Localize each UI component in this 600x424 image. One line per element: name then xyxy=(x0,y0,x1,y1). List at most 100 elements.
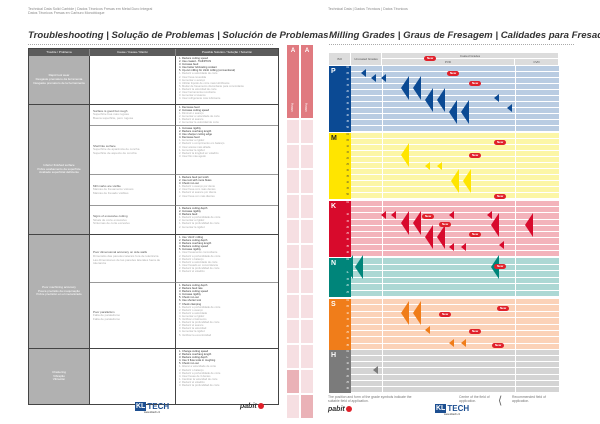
side-tab[interactable] xyxy=(301,320,313,344)
solution-line: 5. Check run-out xyxy=(179,296,199,300)
side-tab[interactable] xyxy=(301,345,313,369)
grade-symbol-icon xyxy=(401,211,409,235)
solution-line: 5. Verificar la excentricidad xyxy=(179,333,212,337)
new-badge: New xyxy=(497,306,510,311)
column-divider xyxy=(382,66,383,132)
side-tab[interactable] xyxy=(301,145,313,169)
solution-line: 4. Utilizar líquido de corte mais lubrif… xyxy=(179,81,230,85)
grade-row: 20 xyxy=(346,157,559,163)
side-tab[interactable] xyxy=(287,145,299,169)
solution-line: 2. Reduzir o balanço xyxy=(179,368,204,372)
solution-line: 1. Reduce cutting speed xyxy=(179,57,208,60)
side-tab[interactable] xyxy=(301,245,313,269)
solution-line: 3. Reduzir o balanço xyxy=(179,257,204,261)
side-tab[interactable] xyxy=(287,220,299,244)
side-tab[interactable] xyxy=(301,120,313,144)
side-tab[interactable] xyxy=(287,295,299,319)
side-tab[interactable] xyxy=(301,270,313,294)
solution-line: 2. Usar fresa revestida xyxy=(179,75,207,79)
solution-line: 4. Usar fresas de 3 dentes xyxy=(179,374,211,378)
side-tab[interactable] xyxy=(287,270,299,294)
solution-line: 2. Usar fresa com mais dentes xyxy=(179,188,216,192)
new-badge: New xyxy=(494,194,507,199)
side-tab[interactable] xyxy=(301,220,313,244)
legend-centre: Centre of the field of application. xyxy=(459,395,490,404)
side-tab[interactable] xyxy=(287,120,299,144)
grade-row: 20 xyxy=(346,90,559,96)
side-tab[interactable] xyxy=(301,295,313,319)
cause-text: Superfície de aparência de concha xyxy=(93,147,140,152)
grade-symbol-icon xyxy=(487,211,492,219)
solution-line: 2. Reduce overhang length xyxy=(179,353,212,357)
cause-text: Mill marks are visible xyxy=(93,183,121,188)
iso-group-k: K 01 05 10 15 20 25 30 35 40 xyxy=(329,201,559,257)
solution-line: 4. Use better lubricating coolant xyxy=(179,66,217,70)
solution-line: 4. Decrease feed xyxy=(179,136,200,140)
grade-symbol-icon xyxy=(381,211,386,219)
iso-letter: P xyxy=(331,68,336,75)
grade-row: 05 xyxy=(346,305,559,312)
cause-cell: Signs of excessive cutting Sinais de cort… xyxy=(90,205,176,235)
problem-group: Poor machining accuracy Pouca precisão d… xyxy=(29,234,278,349)
solution-line: 1. Decrease feed xyxy=(179,106,200,109)
cause-cell: Surface is good but rough Superfície boa … xyxy=(90,105,176,125)
grade-row: 15 xyxy=(346,84,559,90)
row-code: 50 xyxy=(346,126,349,129)
side-tab[interactable] xyxy=(287,395,299,419)
row-code: 20 xyxy=(346,374,349,378)
grade-row: 25 xyxy=(346,163,559,169)
row-code: 25 xyxy=(346,96,349,99)
tab-letter: A xyxy=(304,48,310,54)
grade-symbol-icon xyxy=(373,366,378,374)
row-code: 25 xyxy=(346,163,349,166)
side-tab[interactable] xyxy=(301,370,313,394)
grade-rows: 01 05 10 15 20 25 30 35 40 xyxy=(346,201,559,257)
solution-line: 2. Aumentar la velocidad de corte xyxy=(179,121,219,125)
iso-group-p: P 01 05 10 15 20 25 30 35 40 45 50 xyxy=(329,66,559,132)
side-tab[interactable] xyxy=(287,170,299,194)
side-tab[interactable] xyxy=(287,195,299,219)
grade-symbol-icon xyxy=(461,243,466,251)
side-tab[interactable] xyxy=(301,395,313,419)
side-tab-milling[interactable]: A Milling xyxy=(287,45,299,119)
grade-row: 10 xyxy=(346,78,559,84)
grade-symbol-icon xyxy=(401,301,409,325)
cause-text: Las dimensiones de las paredes laterales… xyxy=(93,257,161,266)
grade-rows: 01 05 10 15 20 25 30 35 xyxy=(346,299,559,350)
solution-line: 4. Reduzir a velocidade de corte xyxy=(179,260,218,264)
side-tab[interactable] xyxy=(287,345,299,369)
side-tab[interactable] xyxy=(287,245,299,269)
solution-line: 5. Check run-out xyxy=(179,362,199,366)
grade-row: 15 xyxy=(346,318,559,325)
solution-line: 1. Increase rigidity xyxy=(179,127,201,130)
column-header-uncoated: Uncoated Grades xyxy=(351,53,382,66)
grade-symbol-icon xyxy=(437,88,445,112)
side-tab[interactable] xyxy=(287,320,299,344)
row-code: 20 xyxy=(346,157,349,160)
iso-label-cell: H xyxy=(329,350,351,393)
pabit-text: pabit xyxy=(240,403,257,410)
grade-row: 25 xyxy=(346,232,559,239)
side-tab[interactable] xyxy=(287,370,299,394)
grade-row: 01 xyxy=(346,133,559,139)
grade-row: 20 xyxy=(346,375,559,381)
solution-line: 1. Aumentar la rigidez xyxy=(179,148,205,152)
row-code: 35 xyxy=(346,343,349,347)
side-tab[interactable] xyxy=(301,195,313,219)
solution-line: 2. Usar fresa con más dientes xyxy=(179,194,215,198)
row-code: 20 xyxy=(346,90,349,93)
solution-line: 4. Use 3 flute tools in roughing xyxy=(179,359,216,363)
column-divider xyxy=(515,350,516,393)
solution-line: 3. Increase feed xyxy=(179,63,199,67)
grade-row: 01 xyxy=(346,299,559,306)
grade-symbol-icon xyxy=(525,213,533,237)
solution-line: 4. Aumentar la rigidez xyxy=(179,330,205,334)
solution-cell: 1. Reduce feed per tooth 2. Use tool with… xyxy=(176,174,278,205)
row-code: 05 xyxy=(346,72,349,75)
left-page-title: Troubleshooting | Solução de Problemas |… xyxy=(28,30,329,41)
side-tab[interactable] xyxy=(301,170,313,194)
pabit-dot-icon xyxy=(345,406,352,413)
side-tab-milling[interactable]: A Milling xyxy=(301,45,313,119)
row-code: 10 xyxy=(346,145,349,148)
problem-group: Rapid tool wear Desgaste prematuro da fe… xyxy=(29,56,278,104)
